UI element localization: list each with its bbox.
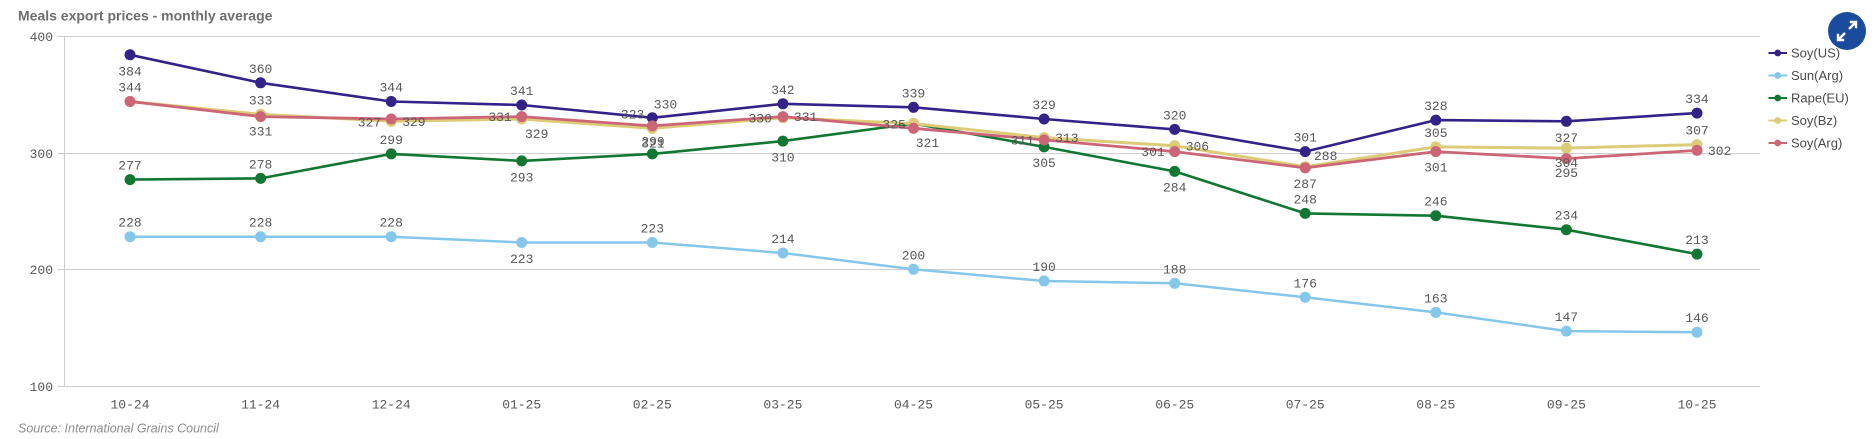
svg-text:288: 288 — [1314, 149, 1337, 164]
svg-text:228: 228 — [118, 216, 141, 231]
svg-text:Meals export prices - monthly: Meals export prices - monthly average — [18, 7, 273, 23]
svg-text:08-25: 08-25 — [1416, 398, 1455, 413]
svg-text:331: 331 — [794, 110, 818, 125]
svg-text:328: 328 — [1424, 99, 1447, 114]
svg-text:301: 301 — [1293, 131, 1317, 146]
svg-text:284: 284 — [1163, 180, 1187, 195]
svg-text:307: 307 — [1685, 124, 1708, 139]
svg-text:342: 342 — [771, 83, 794, 98]
svg-text:331: 331 — [488, 110, 512, 125]
svg-text:09-25: 09-25 — [1547, 398, 1586, 413]
svg-text:299: 299 — [379, 133, 402, 148]
svg-text:311: 311 — [1011, 133, 1035, 148]
svg-text:329: 329 — [1032, 98, 1055, 113]
svg-text:313: 313 — [1055, 131, 1078, 146]
svg-text:Soy(US): Soy(US) — [1791, 46, 1840, 61]
svg-text:Soy(Bz): Soy(Bz) — [1791, 113, 1837, 128]
svg-text:327: 327 — [358, 116, 381, 131]
svg-text:Sun(Arg): Sun(Arg) — [1791, 68, 1843, 83]
svg-text:325: 325 — [882, 117, 905, 132]
svg-text:360: 360 — [249, 62, 272, 77]
svg-text:188: 188 — [1163, 262, 1186, 277]
svg-text:223: 223 — [510, 252, 533, 267]
svg-text:06-25: 06-25 — [1155, 398, 1194, 413]
svg-text:213: 213 — [1685, 233, 1708, 248]
svg-text:Soy(Arg): Soy(Arg) — [1791, 136, 1842, 151]
svg-text:305: 305 — [1424, 126, 1447, 141]
svg-text:321: 321 — [916, 136, 940, 151]
svg-text:234: 234 — [1555, 209, 1579, 224]
svg-text:176: 176 — [1293, 276, 1316, 291]
svg-text:200: 200 — [30, 263, 53, 278]
svg-text:163: 163 — [1424, 291, 1447, 306]
svg-text:04-25: 04-25 — [894, 398, 933, 413]
svg-text:11-24: 11-24 — [241, 398, 280, 413]
svg-text:01-25: 01-25 — [502, 398, 541, 413]
svg-text:278: 278 — [249, 157, 272, 172]
svg-text:228: 228 — [379, 216, 402, 231]
svg-text:344: 344 — [379, 81, 403, 96]
svg-text:321: 321 — [641, 137, 665, 152]
svg-text:330: 330 — [654, 97, 677, 112]
svg-text:320: 320 — [1163, 108, 1186, 123]
svg-text:Rape(EU): Rape(EU) — [1791, 91, 1849, 106]
svg-text:330: 330 — [748, 111, 771, 126]
svg-text:306: 306 — [1186, 139, 1209, 154]
svg-text:299: 299 — [641, 134, 664, 149]
svg-text:304: 304 — [1555, 156, 1579, 171]
svg-text:248: 248 — [1293, 192, 1316, 207]
svg-text:10-24: 10-24 — [110, 398, 149, 413]
svg-text:300: 300 — [30, 147, 53, 162]
svg-text:329: 329 — [402, 115, 425, 130]
svg-text:02-25: 02-25 — [633, 398, 672, 413]
svg-text:12-24: 12-24 — [372, 398, 411, 413]
svg-text:295: 295 — [1555, 166, 1578, 181]
svg-text:10-25: 10-25 — [1677, 398, 1716, 413]
svg-text:301: 301 — [1141, 145, 1165, 160]
svg-text:302: 302 — [1708, 144, 1731, 159]
svg-text:344: 344 — [118, 81, 142, 96]
svg-text:384: 384 — [118, 64, 142, 79]
svg-text:301: 301 — [1424, 161, 1448, 176]
svg-text:146: 146 — [1685, 311, 1708, 326]
svg-text:339: 339 — [902, 86, 925, 101]
svg-text:327: 327 — [1555, 131, 1578, 146]
svg-text:223: 223 — [641, 222, 664, 237]
svg-text:07-25: 07-25 — [1286, 398, 1325, 413]
svg-text:310: 310 — [771, 151, 794, 166]
svg-text:287: 287 — [1293, 177, 1316, 192]
svg-text:05-25: 05-25 — [1025, 398, 1064, 413]
svg-text:214: 214 — [771, 232, 795, 247]
svg-text:334: 334 — [1685, 92, 1709, 107]
svg-text:147: 147 — [1555, 310, 1578, 325]
svg-text:200: 200 — [902, 248, 925, 263]
svg-text:329: 329 — [525, 127, 548, 142]
svg-text:331: 331 — [249, 125, 273, 140]
svg-text:03-25: 03-25 — [763, 398, 802, 413]
svg-text:323: 323 — [621, 107, 644, 122]
svg-text:100: 100 — [30, 380, 53, 395]
svg-text:228: 228 — [249, 216, 272, 231]
svg-text:246: 246 — [1424, 195, 1447, 210]
svg-text:341: 341 — [510, 84, 534, 99]
svg-text:400: 400 — [30, 30, 53, 45]
svg-text:277: 277 — [118, 159, 141, 174]
svg-text:190: 190 — [1032, 260, 1055, 275]
svg-text:Source: International Grains C: Source: International Grains Council — [18, 421, 220, 435]
svg-text:305: 305 — [1032, 156, 1055, 171]
svg-text:333: 333 — [249, 93, 272, 108]
svg-text:293: 293 — [510, 170, 533, 185]
